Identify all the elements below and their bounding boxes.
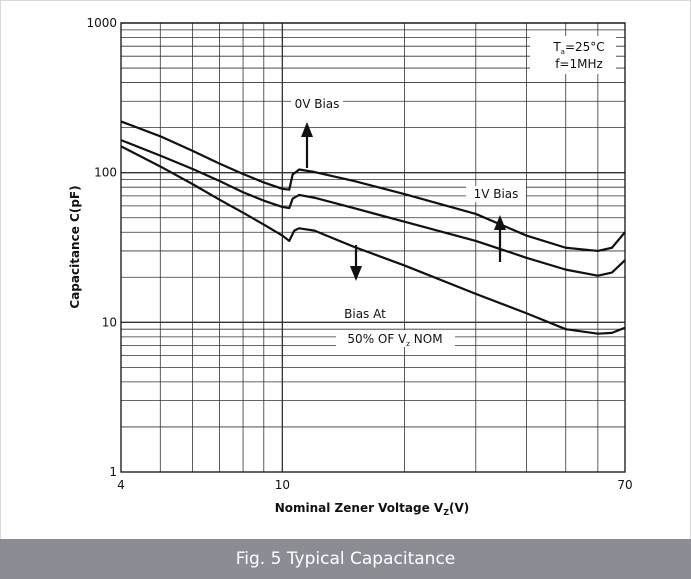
- y-tick-label: 100: [94, 166, 117, 180]
- capacitance-chart: 1 10 100 1000 4 10 70 Ta=25°C f=1MHz 0V Bias 1…: [68, 16, 633, 517]
- series-line-3: [120, 145, 626, 335]
- y-axis-label: Capacitance C(pF): [68, 185, 82, 308]
- grid: [121, 22, 625, 472]
- conditions-line2: f=1MHz: [555, 57, 603, 71]
- zero-bias-arrow: [301, 122, 313, 168]
- zero-bias-label: 0V Bias: [295, 97, 340, 111]
- half-bias-label-line1: Bias At: [344, 307, 386, 321]
- y-tick-label: 10: [102, 315, 117, 329]
- conditions-box-bg: [530, 36, 616, 74]
- curves: [120, 120, 626, 335]
- x-tick-label: 4: [117, 478, 125, 492]
- x-tick-label: 10: [275, 478, 290, 492]
- half-bias-label2-bg: [336, 330, 455, 347]
- tick-labels: 1 10 100 1000 4 10 70: [86, 16, 632, 492]
- half-bias-label-line2: 50% OF Vz NOM: [347, 332, 442, 348]
- figure-caption: Fig. 5 Typical Capacitance: [0, 539, 691, 579]
- series-line-2: [120, 139, 626, 277]
- conditions-line1: Ta=25°C: [552, 40, 604, 56]
- y-tick-label: 1000: [86, 16, 117, 30]
- half-bias-arrow: [350, 245, 362, 281]
- x-axis-label: Nominal Zener Voltage VZ(V): [275, 501, 470, 517]
- zero-bias-label-bg: [291, 97, 343, 111]
- one-bias-arrow: [494, 215, 506, 262]
- series-line-1: [120, 120, 626, 253]
- plot-border: [120, 22, 626, 473]
- y-tick-label: 1: [109, 465, 117, 479]
- one-bias-label-bg: [466, 186, 526, 202]
- one-bias-label: 1V Bias: [474, 187, 519, 201]
- half-bias-label1-bg: [337, 305, 393, 321]
- x-tick-label: 70: [617, 478, 632, 492]
